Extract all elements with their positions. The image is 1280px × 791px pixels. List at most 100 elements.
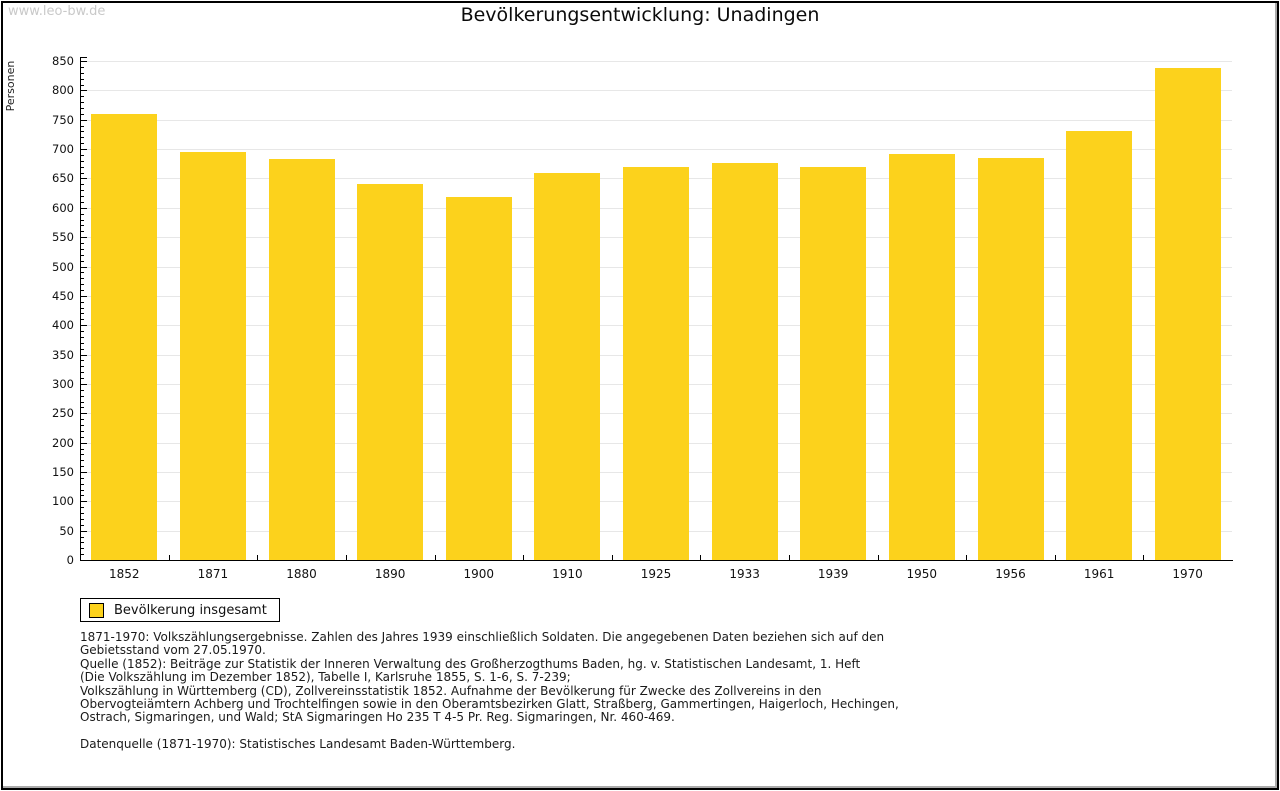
page-title: Bevölkerungsentwicklung: Unadingen — [460, 4, 820, 26]
y-tick-label: 600 — [52, 200, 74, 215]
x-tick-label: 1852 — [109, 567, 140, 581]
x-tick-label: 1900 — [463, 567, 495, 581]
footnote-line: Obervogteiämtern Achberg und Trochtelfin… — [80, 697, 899, 712]
y-minor-tick — [80, 448, 84, 450]
y-tick-label: 200 — [52, 435, 74, 450]
bar-1880 — [268, 158, 335, 560]
footnote-spacer — [80, 725, 899, 738]
x-minor-tick — [611, 555, 613, 560]
x-minor-tick — [700, 555, 702, 560]
y-minor-tick — [80, 518, 84, 520]
y-minor-tick — [80, 125, 84, 127]
y-minor-tick — [80, 466, 84, 468]
x-minor-tick — [966, 555, 968, 560]
x-tick-label: 1933 — [729, 567, 760, 581]
y-major-tick — [80, 90, 87, 92]
y-tick-label: 700 — [52, 142, 74, 157]
y-minor-tick — [80, 131, 84, 133]
y-minor-tick — [80, 366, 84, 368]
y-axis-title: Personen — [4, 60, 17, 112]
y-tick-label: 550 — [52, 230, 74, 245]
y-tick-label: 750 — [52, 112, 74, 127]
y-minor-tick — [80, 84, 84, 86]
y-major-tick — [80, 178, 87, 180]
x-minor-tick — [877, 555, 879, 560]
y-minor-tick — [80, 336, 84, 338]
y-minor-tick — [80, 313, 84, 315]
x-minor-tick — [257, 555, 259, 560]
y-minor-tick — [80, 483, 84, 485]
y-minor-tick — [80, 102, 84, 104]
y-minor-tick — [80, 342, 84, 344]
bar-1925 — [623, 166, 689, 560]
y-minor-tick — [80, 378, 84, 379]
y-major-tick — [80, 237, 87, 239]
y-major-tick — [80, 413, 87, 415]
x-tick-label: 1871 — [197, 567, 229, 581]
y-minor-tick — [80, 254, 84, 256]
y-tick-label: 800 — [52, 83, 74, 98]
y-minor-tick — [80, 290, 84, 291]
y-major-tick — [80, 119, 87, 121]
y-tick-label: 250 — [52, 406, 74, 421]
x-minor-tick — [345, 555, 347, 560]
y-major-tick — [80, 442, 87, 444]
y-minor-tick — [80, 66, 84, 68]
y-minor-tick — [80, 419, 84, 421]
y-tick-label: 100 — [52, 494, 74, 509]
bar-1871 — [179, 152, 246, 560]
y-major-tick — [80, 560, 87, 561]
y-minor-tick — [80, 201, 84, 203]
x-axis-line — [80, 560, 1233, 561]
y-tick-label: 300 — [52, 376, 74, 391]
y-minor-tick — [80, 172, 84, 174]
x-minor-tick — [523, 555, 525, 560]
y-minor-tick — [80, 225, 84, 227]
y-tick-label: 500 — [52, 259, 74, 274]
y-major-tick — [80, 207, 87, 209]
y-minor-tick — [80, 213, 84, 215]
y-minor-tick — [80, 477, 84, 479]
y-minor-tick — [80, 219, 84, 221]
y-minor-tick — [80, 184, 84, 186]
y-minor-tick — [80, 436, 84, 438]
y-minor-tick — [80, 430, 84, 432]
footnote-line: Gebietsstand vom 27.05.1970. — [80, 643, 266, 658]
bar-1910 — [534, 173, 601, 560]
x-minor-tick — [1054, 555, 1056, 560]
y-minor-tick — [80, 196, 84, 197]
x-tick-label: 1939 — [817, 567, 849, 581]
y-major-tick — [80, 61, 87, 62]
y-minor-tick — [80, 331, 84, 332]
bar-1933 — [711, 163, 778, 560]
bar-1961 — [1066, 130, 1133, 560]
x-minor-tick — [168, 555, 170, 560]
bar-1970 — [1154, 68, 1221, 560]
footnote-line: Ostrach, Sigmaringen, und Wald; StA Sigm… — [80, 710, 675, 725]
footnote-line: Volkszählung in Württemberg (CD), Zollve… — [80, 683, 822, 698]
x-tick-label: 1910 — [552, 567, 583, 581]
x-tick-label: 1956 — [995, 567, 1026, 581]
y-minor-tick — [80, 272, 84, 274]
y-minor-tick — [80, 389, 84, 391]
x-tick-label: 1890 — [374, 567, 406, 581]
y-minor-tick — [80, 260, 84, 262]
y-minor-tick — [80, 407, 84, 409]
y-minor-tick — [80, 78, 84, 80]
y-minor-tick — [80, 554, 84, 556]
y-minor-tick — [80, 96, 84, 98]
y-minor-tick — [80, 160, 84, 162]
y-minor-tick — [80, 166, 84, 168]
y-tick-label: 400 — [52, 318, 74, 333]
y-minor-tick — [80, 542, 84, 544]
x-tick-label: 1880 — [286, 567, 317, 581]
x-tick-label: 1961 — [1083, 567, 1115, 581]
y-tick-label: 850 — [52, 54, 74, 68]
y-tick-label: 450 — [52, 288, 74, 303]
gridline — [80, 149, 1232, 151]
y-minor-tick — [80, 284, 84, 286]
y-axis-top-tick — [80, 57, 87, 58]
y-minor-tick — [80, 113, 84, 115]
y-major-tick — [80, 501, 87, 503]
bar-1939 — [800, 166, 867, 560]
